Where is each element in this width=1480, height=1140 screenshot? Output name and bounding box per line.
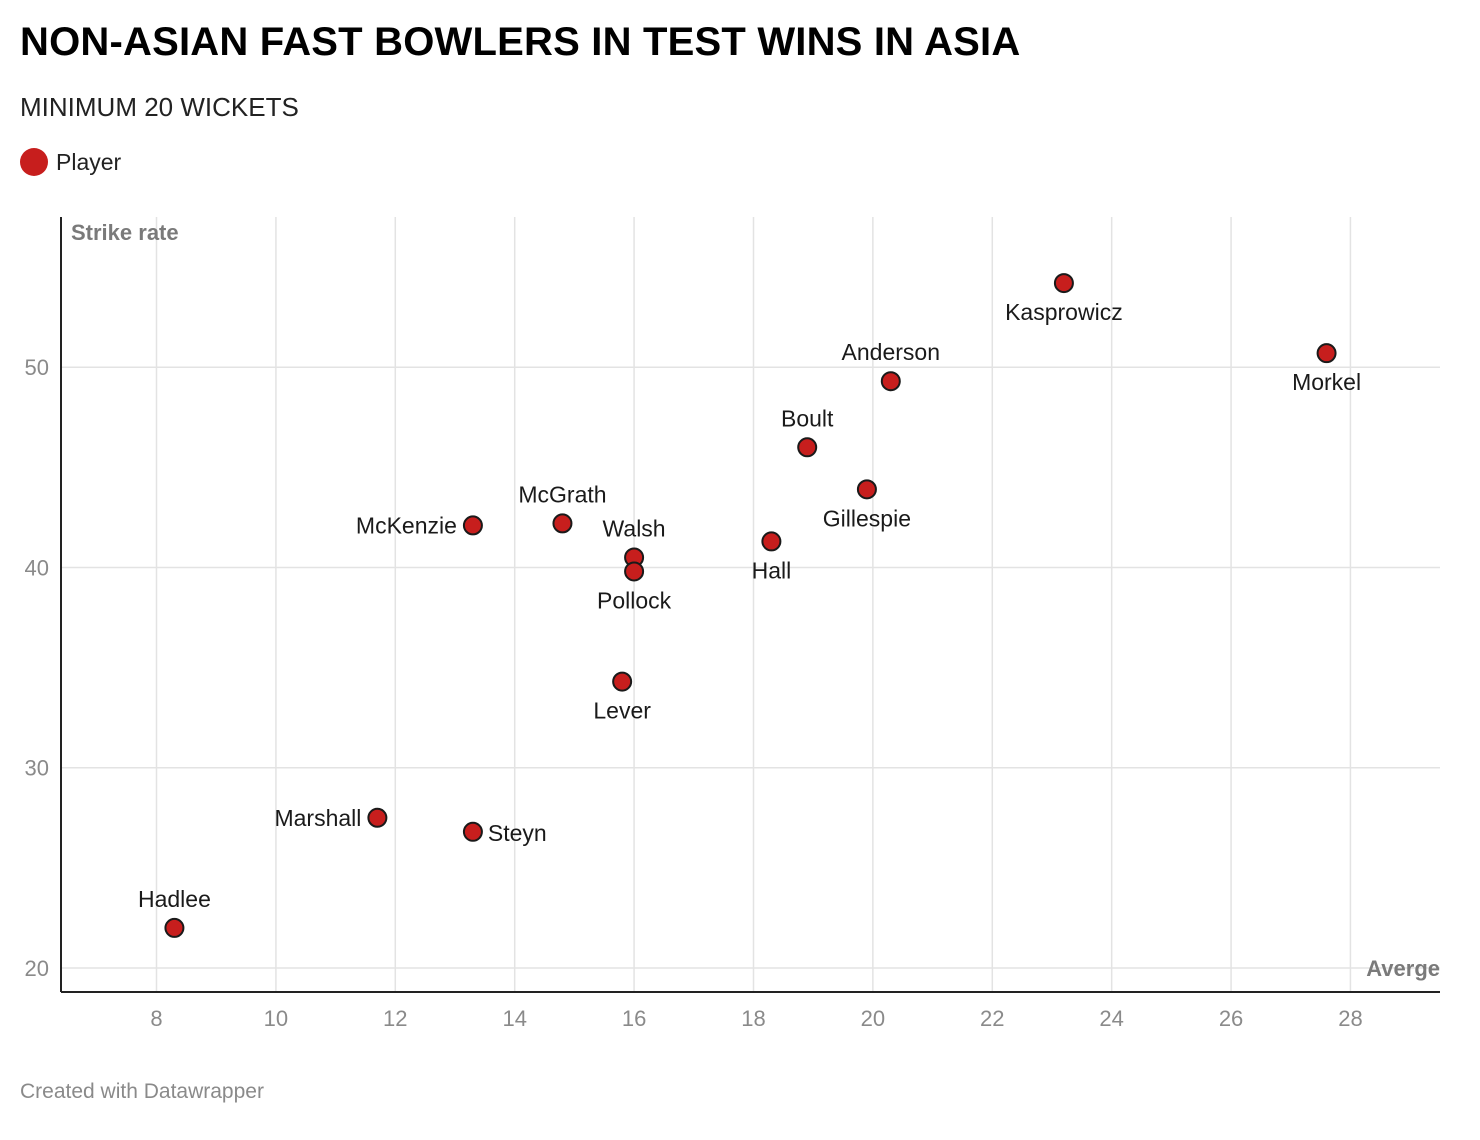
x-tick-label: 12 xyxy=(383,1006,407,1031)
data-label: Pollock xyxy=(597,587,672,613)
data-point xyxy=(797,437,818,458)
footer-credit: Created with Datawrapper xyxy=(20,1080,264,1103)
data-point xyxy=(880,371,901,392)
x-axis-title: Averge xyxy=(1366,956,1440,981)
data-label: Kasprowicz xyxy=(1005,299,1123,325)
data-label: Hall xyxy=(752,557,792,583)
data-label: Lever xyxy=(593,698,651,724)
x-tick-label: 16 xyxy=(622,1006,646,1031)
data-point xyxy=(462,821,483,842)
data-label: Anderson xyxy=(842,339,940,365)
data-point xyxy=(624,561,645,582)
data-label: Walsh xyxy=(603,515,666,541)
x-tick-label: 8 xyxy=(150,1006,162,1031)
data-point xyxy=(367,807,388,828)
x-tick-label: 10 xyxy=(264,1006,288,1031)
data-label: Boult xyxy=(781,405,834,431)
data-point xyxy=(761,531,782,552)
y-tick-label: 30 xyxy=(25,756,49,781)
x-tick-label: 22 xyxy=(980,1006,1004,1031)
y-tick-label: 50 xyxy=(25,355,49,380)
legend: Player xyxy=(20,148,121,176)
x-tick-label: 18 xyxy=(741,1006,765,1031)
data-label: Morkel xyxy=(1292,369,1361,395)
data-point xyxy=(856,479,877,500)
data-point xyxy=(552,513,573,534)
chart-subtitle: MINIMUM 20 WICKETS xyxy=(20,92,299,122)
x-tick-label: 14 xyxy=(502,1006,526,1031)
data-labels: Kasprowicz Morkel Anderson Boult Gillespie Mc… xyxy=(138,299,1361,912)
y-tick-label: 20 xyxy=(25,956,49,981)
chart-title: NON-ASIAN FAST BOWLERS IN TEST WINS IN A… xyxy=(20,20,1021,64)
x-tick-label: 28 xyxy=(1338,1006,1362,1031)
data-label: McKenzie xyxy=(356,512,457,538)
data-point xyxy=(1316,343,1337,364)
data-points xyxy=(164,273,1337,938)
data-point xyxy=(612,671,633,692)
axes xyxy=(60,217,1440,993)
data-label: Gillespie xyxy=(823,505,911,531)
data-label: Steyn xyxy=(488,820,547,846)
legend-label: Player xyxy=(56,148,122,175)
grid-lines xyxy=(61,217,1440,992)
x-tick-label: 26 xyxy=(1219,1006,1243,1031)
x-tick-label: 20 xyxy=(861,1006,885,1031)
data-label: McGrath xyxy=(518,481,606,507)
legend-swatch xyxy=(20,148,48,176)
data-point xyxy=(462,515,483,536)
data-label: Marshall xyxy=(274,805,361,831)
y-axis-title: Strike rate xyxy=(71,220,179,245)
data-point xyxy=(164,917,185,938)
x-tick-label: 24 xyxy=(1099,1006,1123,1031)
y-tick-label: 40 xyxy=(25,555,49,580)
data-label: Hadlee xyxy=(138,886,211,912)
tick-labels: 8 10 12 14 16 18 20 22 24 26 28 20 30 40 50 xyxy=(25,355,1363,1031)
data-point xyxy=(1053,273,1074,294)
